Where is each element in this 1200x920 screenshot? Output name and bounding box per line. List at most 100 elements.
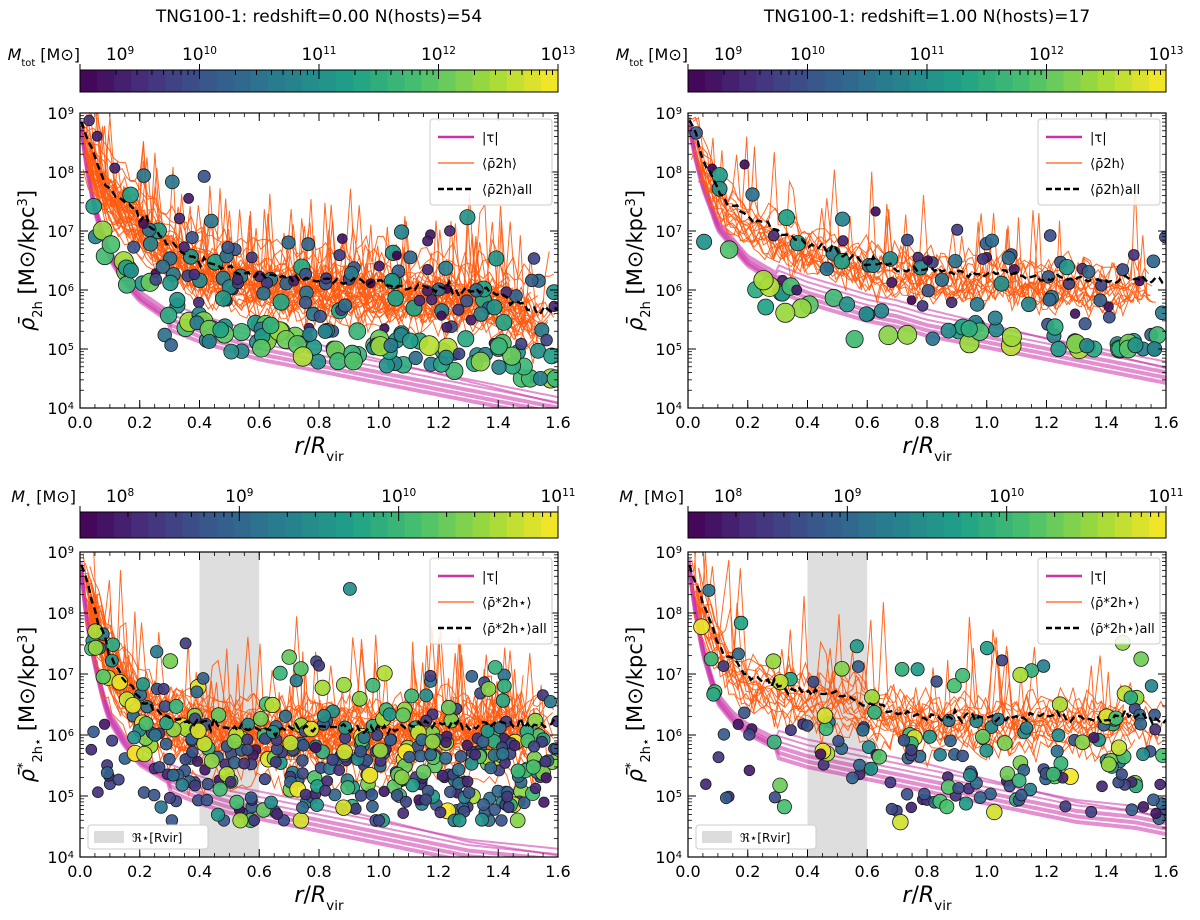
data-point xyxy=(122,186,139,204)
data-point xyxy=(529,782,542,795)
data-point xyxy=(309,797,324,812)
y-tick-label: 108 xyxy=(47,163,74,182)
colorbar-segment xyxy=(705,512,723,538)
colorbar-segment xyxy=(250,70,269,92)
x-tick-label: 1.2 xyxy=(1034,862,1059,881)
data-point xyxy=(159,737,173,751)
data-point xyxy=(948,254,963,269)
data-point xyxy=(317,323,333,339)
colorbar: 1010 1011 1012 1013 109 Mtot [M⊙] xyxy=(616,45,1184,93)
data-point xyxy=(952,782,965,795)
colorbar-label: Mtot [M⊙] xyxy=(616,45,688,69)
panel-title: TNG100-1: redshift=1.00 N(hosts)=17 xyxy=(763,7,1090,27)
data-point xyxy=(987,310,1003,326)
data-point xyxy=(399,795,412,808)
data-point xyxy=(918,787,931,801)
data-point xyxy=(1059,800,1072,813)
data-point xyxy=(480,681,497,697)
data-point xyxy=(160,306,178,324)
data-point xyxy=(1069,308,1081,319)
profile-line xyxy=(698,568,1165,722)
data-point xyxy=(1154,778,1166,791)
x-tick-label: 0.8 xyxy=(914,413,939,432)
data-point xyxy=(1155,305,1166,321)
data-point xyxy=(426,293,438,306)
colorbar-segment xyxy=(199,70,218,92)
legend-box xyxy=(1037,118,1161,206)
data-point xyxy=(105,637,121,652)
data-point xyxy=(391,250,402,261)
mean-all-profile xyxy=(80,564,558,739)
x-tick-label: 0.6 xyxy=(855,862,880,881)
y-tick-label: 109 xyxy=(655,104,682,123)
colorbar-frame xyxy=(79,511,559,539)
data-point xyxy=(985,233,1000,248)
data-point xyxy=(738,706,751,719)
data-point xyxy=(1108,710,1124,726)
data-point xyxy=(975,729,991,745)
colorbar-segment xyxy=(756,512,774,538)
data-point xyxy=(1103,301,1114,312)
profile-line xyxy=(699,591,1131,736)
data-point xyxy=(955,668,971,684)
y-tick-label: 104 xyxy=(655,399,682,418)
data-point xyxy=(262,316,280,335)
x-tick-label: 0.4 xyxy=(795,862,820,881)
data-point xyxy=(1096,780,1108,793)
data-point xyxy=(159,715,174,731)
colorbar-segment xyxy=(807,70,826,92)
data-point xyxy=(390,789,404,802)
x-tick-label: 0.2 xyxy=(127,413,152,432)
x-tick-label: 1.4 xyxy=(1094,862,1119,881)
legend-label: ⟨ρ̄*2h⋆⟩all xyxy=(482,622,547,637)
data-point xyxy=(1078,317,1092,331)
data-point xyxy=(190,685,204,699)
colorbar-segment xyxy=(165,70,184,92)
data-point xyxy=(440,736,452,749)
data-point xyxy=(296,801,309,814)
colorbar-segment xyxy=(97,512,115,538)
data-point xyxy=(1079,338,1095,354)
data-point xyxy=(179,753,192,766)
colorbar-segment xyxy=(722,70,740,92)
data-point xyxy=(210,807,225,822)
data-point xyxy=(1149,723,1162,736)
data-point xyxy=(317,709,331,723)
data-point xyxy=(772,777,788,794)
colorbar-segment xyxy=(1097,512,1116,538)
data-point xyxy=(1137,801,1150,813)
colorbar-segment xyxy=(995,512,1013,538)
colorbar-segment xyxy=(148,70,166,92)
data-point xyxy=(839,296,856,313)
data-point xyxy=(153,761,166,774)
data-point xyxy=(244,791,258,804)
data-point xyxy=(720,791,733,805)
data-point xyxy=(502,346,522,366)
colorbar-segment xyxy=(233,70,252,92)
colorbar-segment xyxy=(370,512,388,538)
data-point xyxy=(302,326,318,342)
colorbar-segment xyxy=(301,512,320,538)
data-point xyxy=(299,267,313,281)
data-point xyxy=(124,696,142,714)
colorbar-segment xyxy=(858,70,877,92)
data-point xyxy=(408,350,423,366)
colorbar-segment xyxy=(114,512,132,538)
data-point xyxy=(894,661,910,677)
data-point xyxy=(229,794,245,810)
data-point xyxy=(766,734,782,750)
data-point xyxy=(765,653,782,670)
data-point xyxy=(1116,263,1130,277)
colorbar-segment xyxy=(688,512,706,538)
profile-line xyxy=(82,169,543,364)
data-point xyxy=(873,303,890,319)
data-point xyxy=(892,813,909,831)
data-point xyxy=(946,296,958,309)
data-point xyxy=(147,788,161,802)
data-point xyxy=(910,662,925,677)
data-point xyxy=(87,639,104,656)
data-point xyxy=(527,712,544,729)
data-point xyxy=(382,707,397,722)
colorbar-segment xyxy=(892,512,911,538)
profile-line xyxy=(697,603,1158,742)
